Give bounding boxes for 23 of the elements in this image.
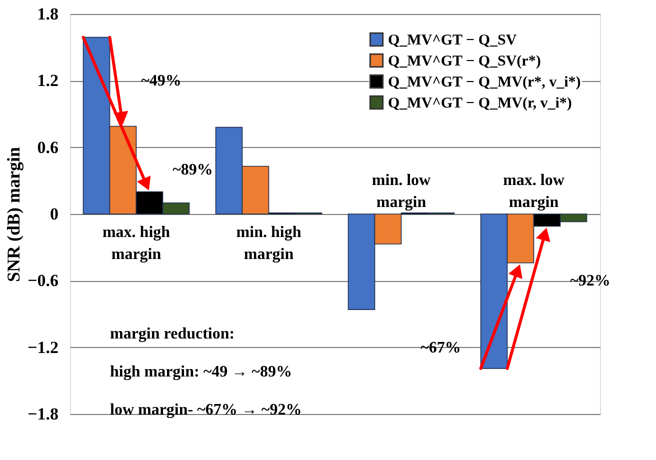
y-tick-label: −0.6: [28, 271, 58, 290]
y-tick-label: 0.6: [37, 138, 58, 157]
annotation: low margin- ~67% → ~92%: [110, 401, 302, 418]
annotation: ~92%: [570, 272, 610, 290]
x-tick-label: max. low margin: [503, 172, 565, 211]
annotation: ~67%: [420, 339, 461, 356]
y-tick-label: 0: [50, 204, 58, 224]
y-tick-label: −1.2: [28, 338, 58, 357]
legend-label: Q_MV^GT − Q_MV(r, v_i*): [388, 96, 572, 112]
x-tick-label: min. high margin: [236, 224, 302, 263]
annotation: high margin: ~49 → ~89%: [110, 363, 292, 380]
y-axis-title: SNR (dB) margin: [4, 146, 24, 282]
x-tick-label: min. low margin: [372, 172, 432, 211]
annotation: ~89%: [172, 162, 213, 179]
y-tick-label: 1.2: [37, 71, 58, 90]
legend-label: Q_MV^GT − Q_MV(r*, v_i*): [388, 74, 581, 90]
y-tick-label: 1.8: [37, 4, 58, 24]
legend-label: Q_MV^GT − Q_SV: [388, 32, 517, 48]
y-tick-label: −1.8: [28, 404, 58, 424]
x-tick-label: max. high margin: [102, 224, 170, 263]
legend-label: Q_MV^GT − Q_SV(r*): [388, 54, 541, 70]
annotation: ~49%: [141, 72, 182, 90]
annotation: margin reduction:: [110, 325, 235, 342]
